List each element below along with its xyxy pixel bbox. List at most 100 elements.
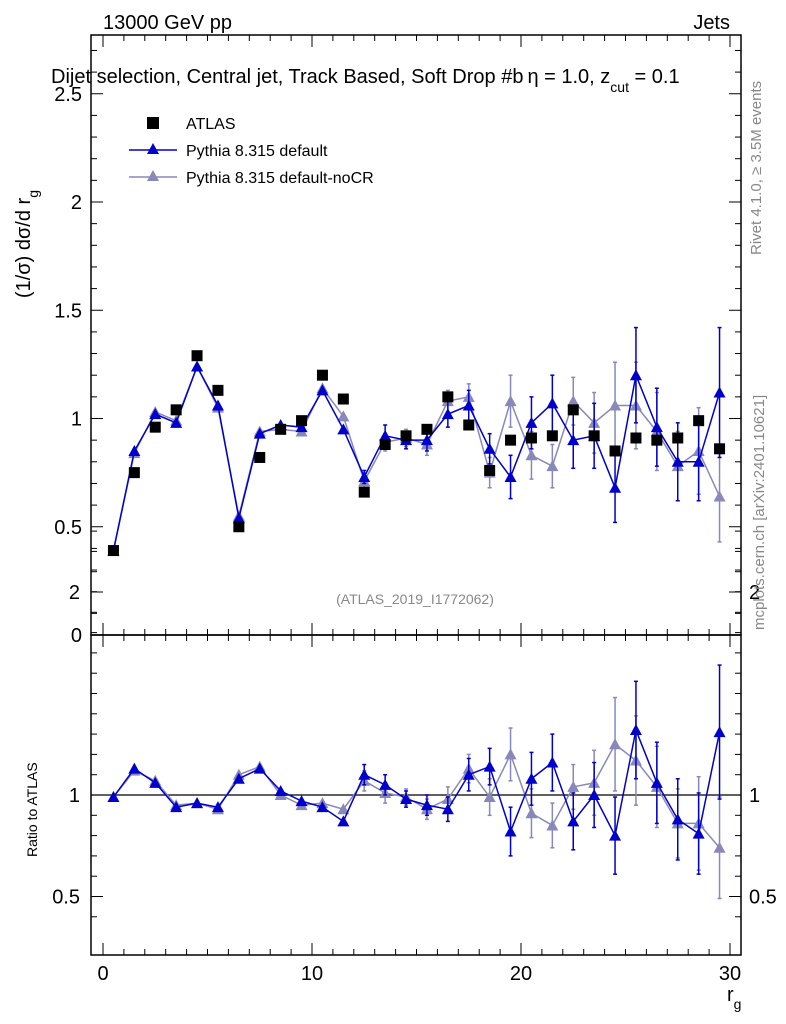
data-point-main: [504, 470, 517, 482]
y-tick-label: 0.5: [54, 517, 82, 539]
x-axis-title-sub: g: [734, 996, 742, 1012]
axis-ticks: [91, 35, 741, 955]
data-point-main: [441, 408, 454, 420]
x-tick-label: 30: [719, 963, 741, 985]
data-point-main: [211, 399, 224, 411]
data-point-main: [358, 470, 371, 482]
data-point-main: [379, 429, 392, 441]
legend-marker-default: [147, 143, 159, 154]
data-point-atlas: [505, 434, 517, 446]
data-point-ratio: [191, 797, 204, 809]
axis-tick-labels: 0 10 20 30 0 0.5 1 1.5 2 2.5 0.5 0.5 1 1 2 2: [52, 84, 777, 985]
energy-label: 13000 GeV pp: [103, 12, 232, 34]
series-line-ratio: [112, 727, 721, 838]
data-point-atlas: [609, 445, 621, 457]
series-line-main: [112, 364, 721, 551]
data-series: [107, 326, 726, 900]
data-point-atlas: [567, 404, 579, 416]
x-tick-label: 10: [301, 963, 323, 985]
data-point-ratio: [525, 772, 538, 784]
data-point-atlas: [337, 393, 349, 405]
data-point-atlas: [714, 443, 726, 455]
data-point-atlas: [358, 486, 370, 498]
legend-marker-nocr: [147, 170, 159, 181]
data-point-ratio: [232, 772, 245, 784]
x-axis-title-main: r: [727, 984, 734, 1006]
legend-label-default: Pythia 8.315 default: [186, 143, 328, 160]
y-axis-title: (1/σ) dσ/d rg: [13, 190, 41, 298]
data-point-atlas: [170, 404, 182, 416]
data-point-main: [671, 455, 684, 467]
plot-subtitle-end: = 0.1: [629, 66, 680, 88]
data-point-ratio: [567, 780, 580, 792]
data-point-main: [567, 434, 580, 446]
data-point-atlas: [630, 432, 642, 444]
data-point-ratio: [274, 784, 287, 796]
data-point-main: [295, 421, 308, 433]
data-point-main: [609, 399, 622, 411]
data-point-main: [525, 449, 538, 461]
process-label: Jets: [693, 12, 730, 34]
data-point-main: [504, 395, 517, 407]
ratio-y-tick-label-right: 2: [749, 582, 760, 604]
ratio-y-tick-label: 0.5: [52, 887, 80, 909]
data-point-atlas: [316, 369, 328, 381]
data-point-ratio: [295, 795, 308, 807]
data-point-ratio: [253, 762, 266, 774]
data-point-atlas: [672, 432, 684, 444]
data-point-main: [525, 416, 538, 428]
data-point-ratio: [400, 793, 413, 805]
data-point-atlas: [379, 438, 391, 450]
analysis-id-watermark: (ATLAS_2019_I1772062): [336, 591, 494, 607]
data-point-ratio: [525, 807, 538, 819]
data-point-ratio: [588, 789, 601, 800]
data-point-main: [713, 386, 726, 398]
data-point-ratio: [713, 841, 726, 853]
data-point-main: [337, 423, 350, 435]
data-point-ratio: [713, 726, 726, 738]
y-tick-label: 1: [71, 409, 82, 431]
data-point-ratio: [149, 776, 162, 788]
data-point-ratio: [504, 825, 517, 837]
data-point-ratio: [567, 815, 580, 827]
legend-marker-atlas: [147, 117, 159, 129]
data-point-atlas: [693, 415, 705, 427]
data-point-main: [149, 408, 162, 420]
data-point-main: [128, 444, 141, 456]
data-point-ratio: [441, 803, 454, 815]
plot-subtitle-sub: cut: [610, 79, 629, 95]
data-point-atlas: [546, 430, 558, 442]
ratio-y-tick-label-right: 1: [749, 785, 760, 807]
data-point-ratio: [107, 791, 120, 803]
data-point-atlas: [442, 391, 454, 403]
legend: ATLAS Pythia 8.315 default Pythia 8.315 …: [129, 116, 374, 187]
data-point-ratio: [337, 815, 350, 827]
data-point-ratio: [671, 813, 684, 825]
data-point-atlas: [421, 423, 433, 435]
x-axis-title: rg: [727, 984, 741, 1012]
data-point-main: [232, 512, 245, 524]
data-point-main: [629, 369, 642, 381]
y-axis-title-main: (1/σ) dσ/d r: [13, 197, 35, 298]
x-tick-label: 20: [510, 963, 532, 985]
data-point-ratio: [629, 724, 642, 736]
data-point-atlas: [484, 464, 496, 476]
data-point-atlas: [128, 467, 140, 479]
data-point-atlas: [400, 430, 412, 442]
data-point-main: [337, 410, 350, 422]
data-point-atlas: [296, 415, 308, 427]
plot-subtitle-main: Dijet selection, Central jet, Track Base…: [51, 66, 523, 88]
mcplots-credit-label: mcplots.cern.ch [arXiv:2401.10621]: [751, 395, 768, 630]
data-point-ratio: [379, 778, 392, 790]
data-point-atlas: [275, 423, 287, 435]
data-point-ratio: [546, 819, 559, 831]
data-point-ratio: [504, 748, 517, 760]
data-point-main: [713, 490, 726, 502]
data-point-ratio: [337, 803, 350, 815]
data-point-ratio: [650, 776, 663, 788]
data-point-main: [650, 421, 663, 433]
data-point-atlas: [191, 350, 203, 362]
data-point-ratio: [128, 762, 141, 774]
data-point-ratio: [170, 801, 183, 813]
